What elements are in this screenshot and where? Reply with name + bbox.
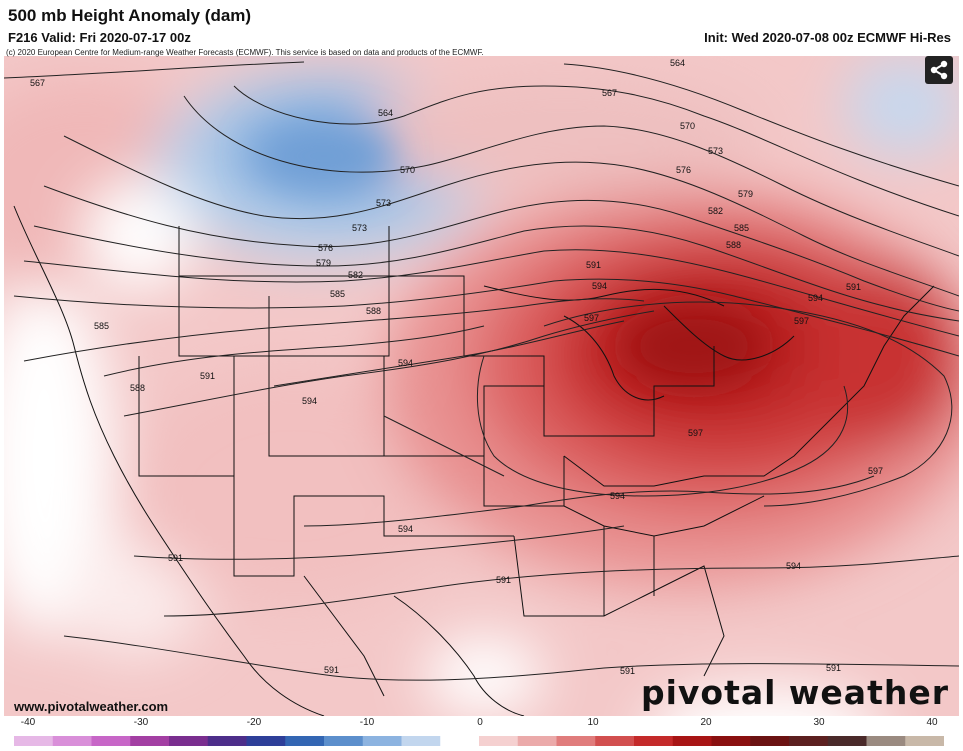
share-icon [930, 60, 948, 80]
map-canvas: 564 564 567 567 570 570 573 573 573 576 … [4, 56, 959, 716]
contour-label: 591 [586, 260, 601, 270]
colorbar-ticks: -40 -30 -20 -10 0 10 20 30 40 [0, 717, 963, 731]
colorbar-swatch [789, 736, 829, 746]
colorbar-swatch [14, 736, 54, 746]
brand-logo: pivotal weather [640, 673, 949, 712]
contour-label: 588 [130, 383, 145, 393]
contour-label: 567 [602, 88, 617, 98]
contour-label: 576 [676, 165, 691, 175]
geographic-boundaries [13, 205, 935, 716]
site-url[interactable]: www.pivotalweather.com [14, 699, 169, 714]
height-contours [4, 61, 959, 681]
colorbar-swatch [324, 736, 364, 746]
contour-label: 573 [352, 223, 367, 233]
contour-label: 594 [302, 396, 317, 406]
valid-time: F216 Valid: Fri 2020-07-17 00z [8, 30, 191, 45]
colorbar-swatch [866, 736, 906, 746]
contour-label: 594 [610, 491, 625, 501]
colorbar-swatch [285, 736, 325, 746]
colorbar-tick: -20 [246, 717, 262, 728]
contour-label: 588 [726, 240, 741, 250]
colorbar-tick: 40 [926, 717, 938, 728]
contour-label: 591 [496, 575, 511, 585]
colorbar-swatch [827, 736, 867, 746]
contour-label: 597 [794, 316, 809, 326]
colorbar-tick: -30 [133, 717, 149, 728]
contour-label: 591 [846, 282, 861, 292]
share-button[interactable] [925, 56, 953, 84]
contour-label: 594 [592, 281, 607, 291]
colorbar [14, 733, 945, 746]
init-time: Init: Wed 2020-07-08 00z ECMWF Hi-Res [704, 30, 951, 45]
contour-label: 591 [200, 371, 215, 381]
contour-label: 573 [708, 146, 723, 156]
contour-label: 594 [786, 561, 801, 571]
colorbar-tick: 30 [813, 717, 825, 728]
colorbar-swatch [556, 736, 596, 746]
contour-label: 591 [324, 665, 339, 675]
contour-label: 573 [376, 198, 391, 208]
contour-label: 570 [680, 121, 695, 131]
colorbar-tick: -40 [20, 717, 36, 728]
contour-label: 582 [348, 270, 363, 280]
anomaly-core [254, 121, 764, 386]
contour-label: 585 [734, 223, 749, 233]
map-title: 500 mb Height Anomaly (dam) [8, 6, 252, 25]
colorbar-swatch [169, 736, 209, 746]
colorbar-swatch [91, 736, 131, 746]
colorbar-swatch [595, 736, 635, 746]
contour-label: 591 [620, 666, 635, 676]
colorbar-swatch [440, 736, 480, 746]
colorbar-tick: 10 [587, 717, 599, 728]
contour-label: 594 [808, 293, 823, 303]
contour-label: 591 [826, 663, 841, 673]
contour-label: 564 [670, 58, 685, 68]
contour-label: 564 [378, 108, 393, 118]
colorbar-swatch [401, 736, 441, 746]
contour-label: 585 [330, 289, 345, 299]
colorbar-tick: 0 [477, 717, 483, 728]
contour-label: 594 [398, 524, 413, 534]
contour-label: 570 [400, 165, 415, 175]
contour-label: 567 [30, 78, 45, 88]
colorbar-tick: 20 [700, 717, 712, 728]
contour-label: 585 [94, 321, 109, 331]
contour-label: 597 [688, 428, 703, 438]
contour-labels: 564 564 567 567 570 570 573 573 573 576 … [30, 58, 883, 676]
colorbar-swatch [750, 736, 790, 746]
colorbar-swatch [517, 736, 557, 746]
colorbar-swatch [130, 736, 170, 746]
colorbar-swatch [246, 736, 286, 746]
colorbar-swatch [634, 736, 674, 746]
contour-label: 582 [708, 206, 723, 216]
colorbar-swatches [14, 736, 945, 746]
contour-label: 579 [316, 258, 331, 268]
colorbar-swatch [52, 736, 92, 746]
contour-label: 597 [868, 466, 883, 476]
colorbar-swatch [711, 736, 751, 746]
colorbar-swatch [905, 736, 945, 746]
anomaly-map[interactable]: 564 564 567 567 570 570 573 573 573 576 … [4, 56, 959, 716]
colorbar-swatch [672, 736, 712, 746]
contour-label: 594 [398, 358, 413, 368]
contour-label: 597 [584, 313, 599, 323]
colorbar-swatch [479, 736, 519, 746]
contour-label: 579 [738, 189, 753, 199]
colorbar-swatch [362, 736, 402, 746]
colorbar-tick: -10 [359, 717, 375, 728]
contour-label: 576 [318, 243, 333, 253]
colorbar-swatch [207, 736, 247, 746]
copyright-notice: (c) 2020 European Centre for Medium-rang… [6, 48, 484, 57]
contour-label: 588 [366, 306, 381, 316]
contour-label: 591 [168, 553, 183, 563]
